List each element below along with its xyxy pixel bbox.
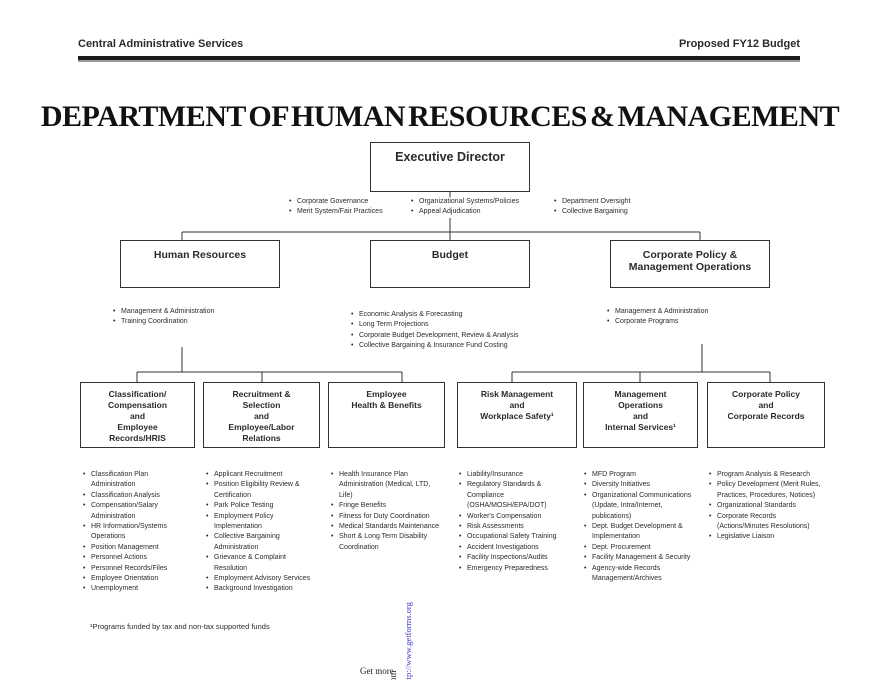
- node-executive-director: Executive Director: [370, 142, 530, 192]
- bullet-item: Dept. Procurement: [583, 543, 701, 554]
- bullet-item: Park Police Testing: [205, 501, 317, 512]
- bullet-item: Management & Administration: [606, 307, 771, 318]
- bullet-item: Corporate Programs: [606, 317, 771, 328]
- risk-management-bullets: Liability/InsuranceRegulatory Standards …: [458, 470, 576, 574]
- corporate-policy-management-operations-bullets: Management & AdministrationCorporate Pro…: [606, 307, 771, 328]
- bullet-item: HR Information/Systems Operations: [82, 522, 194, 543]
- bullet-item: Accident Investigations: [458, 543, 576, 554]
- bullet-item: Collective Bargaining & Insurance Fund C…: [350, 341, 531, 352]
- bullet-item: Collective Bargaining Administration: [205, 532, 317, 553]
- recruitment-bullets: Applicant RecruitmentPosition Eligibilit…: [205, 470, 317, 595]
- bullet-item: Corporate Records (Actions/Minutes Resol…: [708, 512, 823, 533]
- bullet-item: Diversity Initiatives: [583, 480, 701, 491]
- node-risk-management-workplace-safety: Risk Management and Workplace Safety¹: [457, 382, 577, 448]
- bullet-item: Background Investigation: [205, 584, 317, 595]
- bullet-item: Position Management: [82, 543, 194, 554]
- node-budget: Budget: [370, 240, 530, 288]
- bullet-item: Appeal Adjudication: [410, 207, 550, 218]
- bullet-item: Health Insurance Plan Administration (Me…: [330, 470, 442, 501]
- bullet-item: Liability/Insurance: [458, 470, 576, 481]
- bullet-item: Facility Management & Security: [583, 553, 701, 564]
- bullet-item: Employment Policy Implementation: [205, 512, 317, 533]
- bullet-item: Policy Development (Merit Rules, Practic…: [708, 480, 823, 501]
- bullet-item: Economic Analysis & Forecasting: [350, 310, 531, 321]
- bullet-item: Department Oversight: [553, 197, 663, 208]
- bullet-item: Risk Assessments: [458, 522, 576, 533]
- employee-health-bullets: Health Insurance Plan Administration (Me…: [330, 470, 442, 553]
- bullet-item: Management & Administration: [112, 307, 277, 318]
- bullet-item: Training Coordination: [112, 317, 277, 328]
- bullet-item: Classification Analysis: [82, 491, 194, 502]
- bullet-item: Position Eligibility Review & Certificat…: [205, 480, 317, 501]
- node-corporate-policy-management-operations: Corporate Policy & Management Operations: [610, 240, 770, 288]
- footnote: ¹Programs funded by tax and non-tax supp…: [90, 622, 270, 631]
- node-human-resources: Human Resources: [120, 240, 280, 288]
- bullet-item: Facility Inspections/Audits: [458, 553, 576, 564]
- bullet-item: Organizational Standards: [708, 501, 823, 512]
- bullet-item: Organizational Systems/Policies: [410, 197, 550, 208]
- bullet-item: Fitness for Duty Coordination: [330, 512, 442, 523]
- human-resources-bullets: Management & AdministrationTraining Coor…: [112, 307, 277, 328]
- bullet-item: Agency-wide Records Management/Archives: [583, 564, 701, 585]
- node-management-operations-internal-services: Management Operations and Internal Servi…: [583, 382, 698, 448]
- classification-bullets: Classification Plan AdministrationClassi…: [82, 470, 194, 595]
- bullet-item: Employment Advisory Services: [205, 574, 317, 585]
- bullet-item: Medical Standards Maintenance: [330, 522, 442, 533]
- corporate-policy-bullets: Program Analysis & ResearchPolicy Develo…: [708, 470, 823, 543]
- bullet-item: Regulatory Standards & Compliance (OSHA/…: [458, 480, 576, 511]
- bullet-item: Personnel Records/Files: [82, 564, 194, 575]
- bullet-item: Collective Bargaining: [553, 207, 663, 218]
- node-corporate-policy-corporate-records: Corporate Policy and Corporate Records: [707, 382, 825, 448]
- bullet-item: Corporate Budget Development, Review & A…: [350, 331, 531, 342]
- executive-director-bullets-col3: Department OversightCollective Bargainin…: [553, 197, 663, 218]
- executive-director-bullets-col2: Organizational Systems/PoliciesAppeal Ad…: [410, 197, 550, 218]
- bullet-item: Corporate Governance: [288, 197, 406, 208]
- bullet-item: Emergency Preparedness: [458, 564, 576, 575]
- bullet-item: Employee Orientation: [82, 574, 194, 585]
- bullet-item: Merit System/Fair Practices: [288, 207, 406, 218]
- bullet-item: Worker's Compensation: [458, 512, 576, 523]
- bullet-item: Short & Long Term Disability Coordinatio…: [330, 532, 442, 553]
- bullet-item: Unemployment: [82, 584, 194, 595]
- bullet-item: Dept. Budget Development & Implementatio…: [583, 522, 701, 543]
- header-left-title: Central Administrative Services: [78, 38, 244, 50]
- bullet-item: Personnel Actions: [82, 553, 194, 564]
- bullet-item: Occupational Safety Training: [458, 532, 576, 543]
- bullet-item: Long Term Projections: [350, 320, 531, 331]
- node-recruitment-selection-relations: Recruitment & Selection and Employee/Lab…: [203, 382, 320, 448]
- management-operations-bullets: MFD ProgramDiversity InitiativesOrganiza…: [583, 470, 701, 584]
- bullet-item: MFD Program: [583, 470, 701, 481]
- bullet-item: Compensation/Salary Administration: [82, 501, 194, 522]
- bullet-item: Applicant Recruitment: [205, 470, 317, 481]
- bullet-item: Classification Plan Administration: [82, 470, 194, 491]
- node-employee-health-benefits: Employee Health & Benefits: [328, 382, 445, 448]
- bullet-item: Fringe Benefits: [330, 501, 442, 512]
- bullet-item: Legislative Liaison: [708, 532, 823, 543]
- header-rule: [78, 56, 800, 62]
- node-classification-compensation-records: Classification/ Compensation and Employe…: [80, 382, 195, 448]
- executive-director-bullets-col1: Corporate GovernanceMerit System/Fair Pr…: [288, 197, 406, 218]
- bullet-item: Organizational Communications (Update, I…: [583, 491, 701, 522]
- header-right-title: Proposed FY12 Budget: [678, 38, 800, 50]
- bullet-item: Grievance & Complaint Resolution: [205, 553, 317, 574]
- bullet-item: Program Analysis & Research: [708, 470, 823, 481]
- watermark-text: Get more: [360, 666, 394, 676]
- page-title: DEPARTMENT OF HUMAN RESOURCES & MANAGEME…: [40, 100, 840, 133]
- budget-bullets: Economic Analysis & ForecastingLong Term…: [350, 310, 531, 352]
